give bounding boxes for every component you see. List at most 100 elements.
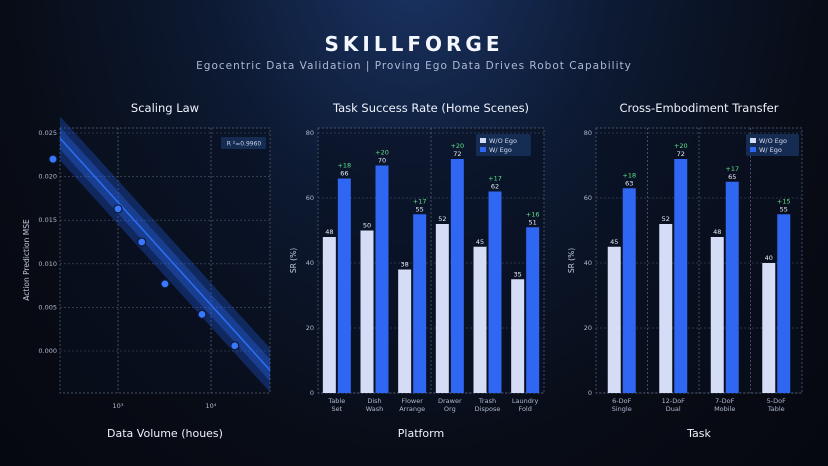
task-success-bar-w-ego — [450, 159, 464, 393]
cross-embodiment-value-label-wo: 52 — [662, 215, 670, 223]
scaling-y-axis-label: Action Prediction MSE — [22, 219, 31, 301]
task-success-value-label-w: 66 — [340, 170, 348, 178]
cross-embodiment-title: Cross-Embodiment Transfer — [619, 101, 779, 115]
task-success-bar-w-ego — [413, 214, 427, 393]
scaling-x-tick-label: 10³ — [113, 402, 124, 410]
task-success-legend-swatch-w — [480, 147, 486, 152]
task-success-delta-label: +20 — [450, 142, 464, 150]
cross-embodiment-bar-w-ego — [777, 214, 791, 393]
task-success-value-label-wo: 35 — [514, 270, 522, 278]
scaling-x-tick-label: 10⁴ — [206, 402, 217, 410]
scaling-r2-label: R ²=0.9960 — [227, 141, 262, 148]
scaling-y-tick-label: 0.000 — [38, 347, 57, 355]
task-success-y-axis-label: SR (%) — [289, 248, 298, 273]
cross-embodiment-y-tick-label: 40 — [584, 259, 592, 267]
task-success-x-tick-label: Dispose — [475, 405, 501, 413]
cross-embodiment-y-tick-label: 20 — [584, 324, 592, 332]
cross-embodiment-x-tick-label: Mobile — [714, 405, 735, 413]
cross-embodiment-legend-label-wo: W/O Ego — [759, 137, 787, 145]
task-success-value-label-wo: 38 — [401, 261, 409, 269]
cross-embodiment-delta-label: +20 — [674, 142, 688, 150]
task-success-title: Task Success Rate (Home Scenes) — [332, 101, 530, 115]
cross-embodiment-value-label-wo: 40 — [765, 254, 773, 262]
cross-embodiment-value-label-w: 72 — [677, 150, 685, 158]
task-success-bar-wo-ego — [473, 246, 487, 393]
task-success-delta-label: +20 — [375, 149, 389, 157]
task-success-delta-label: +17 — [413, 197, 427, 205]
scaling-data-point — [160, 279, 170, 289]
cross-embodiment-x-tick-label: Table — [767, 405, 785, 413]
scaling-data-point — [48, 154, 58, 164]
cross-embodiment-legend-label-w: W/ Ego — [759, 146, 782, 154]
cross-embodiment-delta-label: +17 — [725, 165, 739, 173]
cross-embodiment-delta-label: +15 — [777, 197, 791, 205]
cross-embodiment-x-tick-label: 12-DoF — [662, 397, 686, 405]
scaling-data-point — [197, 309, 207, 319]
scaling-law-title: Scaling Law — [130, 101, 200, 115]
task-success-bar-wo-ego — [511, 279, 525, 393]
task-success-y-tick-label: 60 — [306, 194, 314, 202]
task-success-value-label-wo: 45 — [476, 238, 484, 246]
cross-embodiment-y-tick-label: 80 — [584, 129, 592, 137]
scaling-y-tick-label: 0.010 — [38, 260, 57, 268]
cross-embodiment-legend-swatch-wo — [750, 138, 756, 143]
cross-embodiment-legend-box — [746, 134, 799, 156]
task-success-bar-wo-ego — [398, 269, 412, 393]
task-success-value-label-w: 51 — [529, 218, 537, 226]
cross-embodiment-x-tick-label: Single — [612, 405, 632, 413]
task-success-x-tick-label: Set — [331, 405, 342, 413]
task-success-y-tick-label: 0 — [310, 389, 314, 397]
task-success-bar-wo-ego — [322, 237, 336, 393]
task-success-bar-w-ego — [337, 178, 351, 393]
cross-embodiment-xlabel: Task — [687, 427, 711, 440]
scaling-law-xlabel: Data Volume (houes) — [107, 427, 223, 440]
cross-embodiment-y-tick-label: 60 — [584, 194, 592, 202]
scaling-data-point — [230, 341, 240, 351]
cross-embodiment-value-label-wo: 45 — [610, 238, 618, 246]
cross-embodiment-y-axis-label: SR (%) — [567, 248, 576, 273]
cross-embodiment-x-tick-label: Dual — [666, 405, 681, 413]
task-success-x-tick-label: Drawer — [438, 397, 462, 405]
scaling-data-point — [113, 204, 123, 214]
task-success-x-tick-label: Fold — [518, 405, 531, 413]
task-success-bar-w-ego — [488, 191, 502, 393]
task-success-value-label-wo: 48 — [325, 228, 333, 236]
task-success-legend-box — [476, 134, 531, 156]
task-success-x-tick-label: Dish — [367, 397, 381, 405]
task-success-value-label-w: 72 — [453, 150, 461, 158]
cross-embodiment-bar-w-ego — [725, 181, 739, 393]
page-title: SKILLFORGE — [324, 32, 504, 56]
task-success-x-tick-label: Wash — [366, 405, 384, 413]
task-success-y-tick-label: 20 — [306, 324, 314, 332]
cross-embodiment-value-label-w: 63 — [625, 179, 633, 187]
task-success-x-tick-label: Trash — [478, 397, 496, 405]
cross-embodiment-value-label-w: 55 — [780, 205, 788, 213]
cross-embodiment-bar-wo-ego — [659, 224, 673, 393]
task-success-x-tick-label: Arrange — [399, 405, 425, 413]
cross-embodiment-bar-wo-ego — [762, 263, 776, 393]
task-success-value-label-w: 62 — [491, 183, 499, 191]
cross-embodiment-y-tick-label: 0 — [588, 389, 592, 397]
task-success-bar-w-ego — [526, 227, 540, 393]
task-success-x-tick-label: Org — [444, 405, 456, 413]
task-success-value-label-w: 55 — [416, 205, 424, 213]
cross-embodiment-bar-w-ego — [622, 188, 636, 393]
task-success-value-label-wo: 52 — [438, 215, 446, 223]
scaling-fit-line — [59, 137, 271, 371]
task-success-xlabel: Platform — [397, 427, 445, 440]
scaling-y-tick-label: 0.025 — [38, 129, 57, 137]
task-success-delta-label: +16 — [526, 210, 540, 218]
task-success-value-label-wo: 50 — [363, 222, 371, 230]
task-success-x-tick-label: Flower — [401, 397, 423, 405]
task-success-legend-label-wo: W/O Ego — [489, 137, 517, 145]
task-success-y-tick-label: 40 — [306, 259, 314, 267]
cross-embodiment-bar-w-ego — [674, 159, 688, 393]
cross-embodiment-legend-swatch-w — [750, 147, 756, 152]
task-success-x-tick-label: Table — [327, 397, 345, 405]
cross-embodiment-x-tick-label: 5-DoF — [767, 397, 786, 405]
cross-embodiment-x-tick-label: 7-DoF — [715, 397, 734, 405]
cross-embodiment-bar-wo-ego — [710, 237, 724, 393]
scaling-y-tick-label: 0.005 — [38, 303, 57, 311]
task-success-delta-label: +18 — [337, 162, 351, 170]
